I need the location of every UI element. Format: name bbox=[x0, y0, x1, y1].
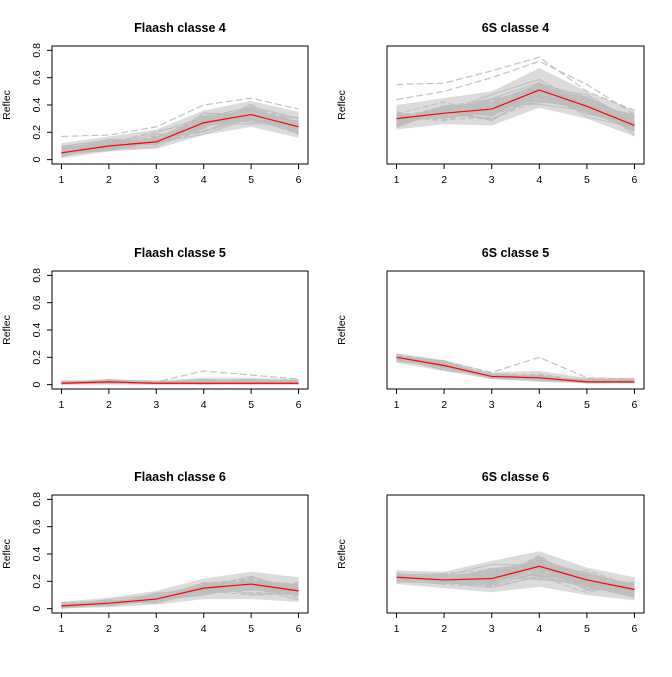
x-tick-label: 3 bbox=[153, 174, 159, 186]
x-tick-label: 1 bbox=[394, 623, 400, 635]
spectra-band bbox=[397, 551, 635, 600]
panel-title: 6S classe 6 bbox=[482, 470, 549, 484]
x-tick-label: 2 bbox=[441, 399, 447, 411]
y-axis-label: Reflec bbox=[336, 90, 348, 120]
y-tick-label: 0.2 bbox=[31, 350, 43, 365]
y-tick-label: 0.6 bbox=[31, 519, 43, 534]
x-tick-label: 1 bbox=[59, 623, 65, 635]
y-tick-label: 0.2 bbox=[31, 574, 43, 589]
panel-title: 6S classe 4 bbox=[482, 21, 549, 35]
spectra-envelope bbox=[397, 551, 635, 600]
y-tick-label: 0 bbox=[31, 157, 43, 163]
x-tick-label: 4 bbox=[201, 623, 207, 635]
y-axis-label: Reflec bbox=[1, 539, 13, 569]
y-tick-label: 0.4 bbox=[31, 98, 43, 113]
panel-2: 6S classe 4 Reflec 1 2 3 4 5 6 bbox=[336, 21, 644, 186]
panel-title: 6S classe 5 bbox=[482, 246, 549, 260]
y-tick-label: 0.8 bbox=[31, 492, 43, 507]
plot-box bbox=[52, 271, 308, 389]
panel-1: Flaash classe 4 Reflec 1 2 3 4 5 6 0 0.2 0.4 0.6 0.8 bbox=[1, 21, 308, 186]
x-tick-label: 5 bbox=[248, 623, 254, 635]
x-tick-label: 4 bbox=[536, 399, 542, 411]
panel-title: Flaash classe 5 bbox=[134, 246, 226, 260]
x-tick-label: 5 bbox=[248, 399, 254, 411]
panel-3: Flaash classe 5 Reflec 1 2 3 4 5 6 0 0.2 0.4 0.6 0.8 bbox=[1, 246, 308, 411]
x-tick-label: 1 bbox=[394, 174, 400, 186]
x-tick-label: 3 bbox=[153, 623, 159, 635]
spectra-band bbox=[61, 101, 298, 158]
x-tick-label: 4 bbox=[536, 623, 542, 635]
plot-box bbox=[387, 271, 644, 389]
y-axis-label: Reflec bbox=[336, 539, 348, 569]
x-tick-label: 6 bbox=[296, 174, 302, 186]
panel-5: Flaash classe 6 Reflec 1 2 3 4 5 6 0 0.2 0.4 0.6 0.8 bbox=[1, 470, 308, 635]
x-tick-label: 3 bbox=[489, 399, 495, 411]
x-tick-label: 2 bbox=[106, 399, 112, 411]
panel-4: 6S classe 5 Reflec 1 2 3 4 5 6 bbox=[336, 246, 644, 411]
y-tick-label: 0 bbox=[31, 382, 43, 388]
x-tick-label: 5 bbox=[584, 399, 590, 411]
x-tick-label: 6 bbox=[296, 623, 302, 635]
x-tick-label: 2 bbox=[441, 623, 447, 635]
panel-title: Flaash classe 4 bbox=[134, 21, 226, 35]
y-tick-label: 0.6 bbox=[31, 295, 43, 310]
spectra-band bbox=[397, 68, 635, 136]
y-tick-label: 0 bbox=[31, 606, 43, 612]
x-tick-label: 6 bbox=[296, 399, 302, 411]
x-tick-label: 2 bbox=[106, 174, 112, 186]
x-tick-label: 1 bbox=[59, 174, 65, 186]
x-tick-label: 4 bbox=[536, 174, 542, 186]
x-tick-label: 5 bbox=[584, 174, 590, 186]
x-tick-label: 3 bbox=[489, 623, 495, 635]
x-tick-label: 1 bbox=[394, 399, 400, 411]
y-tick-label: 0.8 bbox=[31, 268, 43, 283]
spectra-envelope bbox=[61, 572, 298, 609]
y-tick-label: 0.6 bbox=[31, 70, 43, 85]
y-tick-label: 0.4 bbox=[31, 547, 43, 562]
y-axis-label: Reflec bbox=[1, 315, 13, 345]
panel-title: Flaash classe 6 bbox=[134, 470, 226, 484]
y-tick-label: 0.2 bbox=[31, 125, 43, 140]
y-tick-label: 0.8 bbox=[31, 43, 43, 58]
y-axis-label: Reflec bbox=[336, 315, 348, 345]
spectra-envelope bbox=[397, 353, 635, 383]
x-tick-label: 2 bbox=[441, 174, 447, 186]
x-tick-label: 4 bbox=[201, 399, 207, 411]
spectra-envelope bbox=[61, 98, 298, 158]
x-tick-label: 6 bbox=[632, 174, 638, 186]
spectra-band bbox=[397, 353, 635, 383]
x-tick-label: 6 bbox=[632, 399, 638, 411]
x-tick-label: 3 bbox=[153, 399, 159, 411]
x-tick-label: 5 bbox=[248, 174, 254, 186]
y-axis-label: Reflec bbox=[1, 90, 13, 120]
spectra-band bbox=[61, 572, 298, 609]
x-tick-label: 5 bbox=[584, 623, 590, 635]
x-tick-label: 1 bbox=[59, 399, 65, 411]
x-tick-label: 6 bbox=[632, 623, 638, 635]
panel-6: 6S classe 6 Reflec 1 2 3 4 5 6 bbox=[336, 470, 644, 635]
spectra-envelope bbox=[397, 57, 635, 136]
x-tick-label: 3 bbox=[489, 174, 495, 186]
x-tick-label: 2 bbox=[106, 623, 112, 635]
y-tick-label: 0.4 bbox=[31, 323, 43, 338]
x-tick-label: 4 bbox=[201, 174, 207, 186]
